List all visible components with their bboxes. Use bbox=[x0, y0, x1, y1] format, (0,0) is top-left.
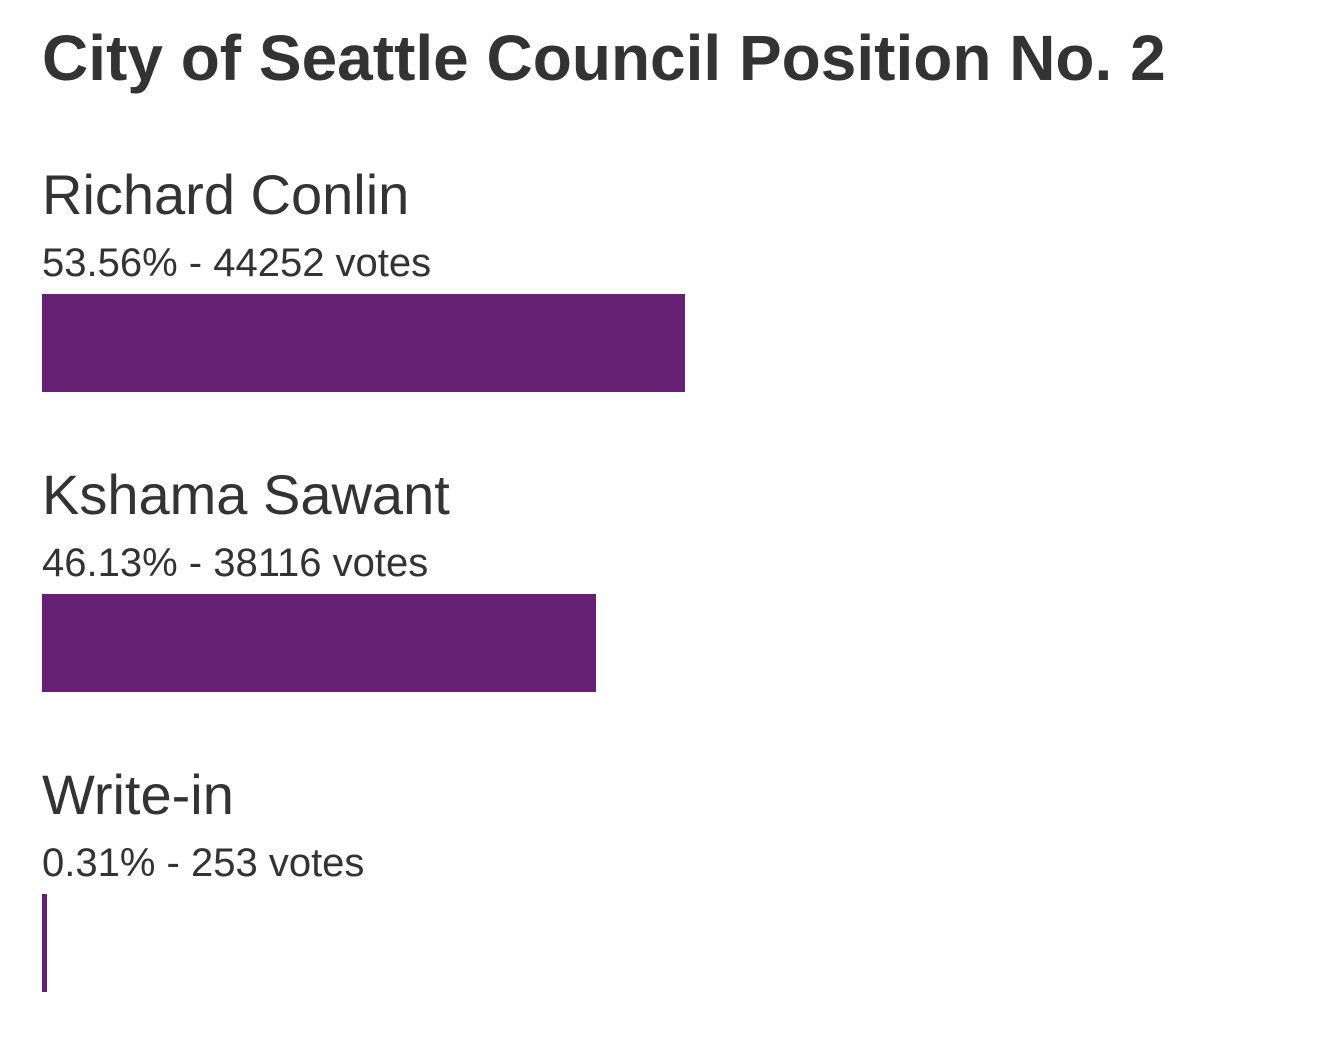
candidate-stats: 0.31% - 253 votes bbox=[42, 841, 365, 885]
results-list: Richard Conlin 53.56% - 44252 votes Ksha… bbox=[42, 160, 1242, 1060]
candidate-stats: 53.56% - 44252 votes bbox=[42, 241, 432, 285]
candidate-name: Write-in bbox=[42, 763, 234, 826]
bar-track bbox=[42, 294, 1242, 392]
race-title: City of Seattle Council Position No. 2 bbox=[42, 22, 1166, 94]
candidate-row-sawant: Kshama Sawant 46.13% - 38116 votes bbox=[42, 460, 1242, 760]
candidate-name: Kshama Sawant bbox=[42, 463, 450, 526]
candidate-row-write-in: Write-in 0.31% - 253 votes bbox=[42, 760, 1242, 1060]
candidate-row-conlin: Richard Conlin 53.56% - 44252 votes bbox=[42, 160, 1242, 460]
bar-track bbox=[42, 894, 1242, 992]
candidate-name: Richard Conlin bbox=[42, 163, 410, 226]
result-bar-conlin bbox=[42, 294, 685, 392]
result-bar-write-in bbox=[42, 894, 47, 992]
result-bar-sawant bbox=[42, 594, 596, 692]
bar-track bbox=[42, 594, 1242, 692]
candidate-stats: 46.13% - 38116 votes bbox=[42, 541, 429, 585]
